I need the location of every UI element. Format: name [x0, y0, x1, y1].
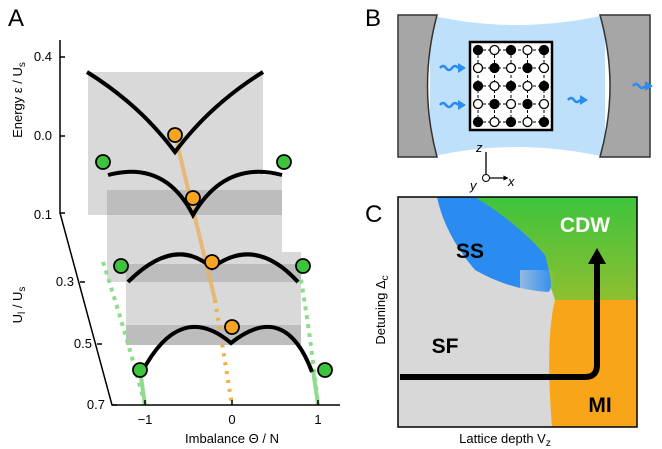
label-sub: c — [380, 275, 391, 280]
label-sub: s — [17, 62, 28, 67]
phase-label: SF — [432, 335, 459, 358]
lattice — [490, 64, 499, 73]
phase-label: MI — [588, 394, 611, 417]
label-sub: z — [546, 438, 551, 449]
axis-label: Lattice depth Vz — [459, 431, 551, 449]
lattice — [507, 118, 516, 127]
axis-label: Imbalance Θ / N — [185, 431, 279, 446]
tick-label: 0.3 — [56, 274, 74, 289]
lattice — [540, 82, 549, 91]
tick-label: 0.0 — [34, 128, 52, 143]
lattice — [474, 82, 483, 91]
panel-label: C — [365, 201, 382, 228]
axis-label: Ul / Us — [10, 287, 28, 324]
tick-label: 0.1 — [34, 207, 52, 222]
lattice — [523, 64, 532, 73]
lattice — [507, 82, 516, 91]
lattice — [523, 118, 532, 127]
lattice — [474, 100, 483, 109]
axis-label: z — [475, 140, 483, 155]
lattice — [523, 100, 532, 109]
lattice — [540, 100, 549, 109]
lattice — [507, 100, 516, 109]
label-part: U — [10, 314, 25, 323]
label-part: / U — [10, 292, 25, 312]
axis-label: x — [507, 174, 515, 189]
lattice — [474, 64, 483, 73]
lattice — [540, 46, 549, 55]
lattice — [490, 46, 499, 55]
tick-label: 1 — [314, 412, 321, 427]
label-part: Energy ε / U — [10, 67, 25, 138]
axis-label: Detuning Δc — [373, 275, 391, 344]
panel-a: 0.4 0.0 0.1 0.3 0.5 0.7 −1 0 1 Imbalance… — [10, 40, 340, 446]
panel-label: A — [8, 5, 24, 32]
panel-b: z y x — [398, 15, 653, 193]
tick-label: −1 — [138, 412, 153, 427]
axis-label: y — [469, 178, 478, 193]
lattice — [540, 118, 549, 127]
tick-label: 0.5 — [74, 336, 92, 351]
lattice — [540, 64, 549, 73]
lattice — [490, 100, 499, 109]
lattice — [507, 46, 516, 55]
phase-label: CDW — [560, 214, 610, 237]
label-part: Detuning Δ — [373, 280, 388, 345]
lattice — [523, 46, 532, 55]
lattice — [474, 46, 483, 55]
lattice — [507, 64, 516, 73]
tick-label: 0.4 — [34, 49, 52, 64]
label-part: Lattice depth V — [459, 431, 546, 446]
panel-label: B — [365, 5, 381, 32]
figure: A 0.4 0.0 0.1 0.3 0.5 0.7 −1 0 1 Imbalan… — [0, 0, 662, 449]
tick-label: 0.7 — [87, 397, 105, 412]
axis-label: Energy ε / Us — [10, 62, 28, 138]
panel-c: SS CDW SF MI Lattice depth Vz Detuning Δ… — [373, 197, 637, 449]
lattice — [490, 82, 499, 91]
phase-label: SS — [456, 240, 484, 263]
lattice — [474, 118, 483, 127]
lattice — [523, 82, 532, 91]
lattice — [490, 118, 499, 127]
label-sub: s — [17, 287, 28, 292]
tick-label: 0 — [228, 412, 235, 427]
